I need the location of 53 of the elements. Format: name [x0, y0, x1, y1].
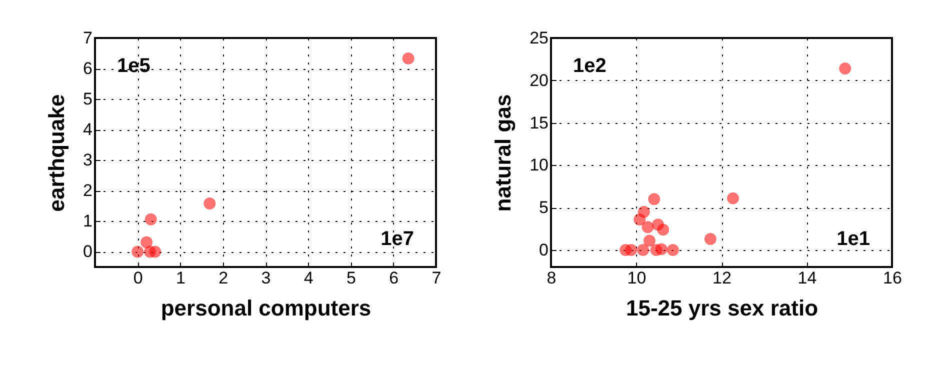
- point: [144, 213, 157, 226]
- x-tick-label: 5: [346, 268, 356, 288]
- x-tick-label: 2: [218, 268, 228, 288]
- y-axis-title: earthquake: [44, 94, 70, 212]
- point: [704, 233, 716, 245]
- point: [634, 214, 646, 226]
- annotation: 1e5: [117, 55, 150, 77]
- x-tick-label: 3: [261, 268, 271, 288]
- annotation: 1e2: [573, 55, 606, 77]
- point: [402, 52, 414, 64]
- x-tick-label: 8: [546, 268, 556, 288]
- point: [642, 221, 654, 234]
- x-tick-label: 1: [176, 268, 186, 288]
- point: [625, 244, 638, 256]
- point: [657, 224, 670, 236]
- y-axis-title: natural gas: [490, 94, 516, 212]
- x-tick-label: 12: [712, 268, 732, 288]
- x-tick-label: 4: [304, 268, 314, 288]
- x-axis-title: 15-25 yrs sex ratio: [626, 296, 818, 320]
- point: [637, 244, 650, 256]
- x-tick-label: 7: [432, 268, 442, 288]
- y-tick-label: 1: [83, 212, 92, 231]
- y-tick-label: 7: [83, 28, 92, 48]
- y-tick-label: 0: [83, 242, 92, 262]
- y-tick-label: 20: [530, 70, 548, 90]
- y-tick-label: 25: [530, 28, 548, 48]
- point: [666, 244, 679, 256]
- y-tick-label: 4: [83, 120, 92, 140]
- point: [727, 192, 739, 204]
- y-tick-label: 5: [83, 90, 92, 109]
- x-tick-label: 10: [627, 268, 646, 288]
- y-tick-label: 5: [539, 198, 548, 218]
- y-tick-label: 15: [530, 113, 548, 132]
- x-tick-label: 0: [133, 268, 143, 288]
- point: [132, 246, 144, 258]
- annotation: 1e1: [836, 228, 870, 250]
- point: [140, 236, 153, 248]
- x-tick-label: 14: [798, 268, 817, 288]
- y-tick-label: 10: [530, 156, 548, 175]
- y-tick-label: 3: [83, 150, 92, 170]
- point: [204, 198, 216, 210]
- y-tick-label: 0: [539, 240, 548, 260]
- point: [144, 246, 156, 258]
- x-axis-title: personal computers: [160, 296, 372, 320]
- x-tick-label: 16: [883, 268, 902, 288]
- y-tick-label: 6: [83, 59, 92, 78]
- point: [839, 62, 852, 74]
- annotation: 1e7: [380, 228, 414, 250]
- y-tick-label: 2: [83, 181, 92, 200]
- point: [648, 193, 660, 206]
- point: [655, 243, 668, 256]
- x-tick-label: 6: [389, 268, 399, 288]
- point: [643, 234, 656, 247]
